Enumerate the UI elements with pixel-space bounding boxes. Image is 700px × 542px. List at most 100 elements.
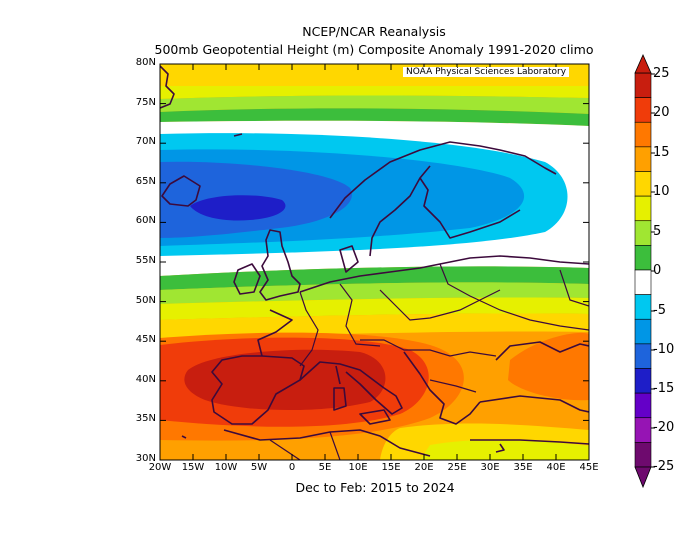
lon-tick-label: 20W [148,462,172,473]
anomaly-field [160,64,589,460]
colorbar-tick-label: -15 [653,381,675,396]
colorbar-tick-label: 20 [653,105,670,120]
map-title: NCEP/NCAR Reanalysis [302,24,446,39]
france-atlantic-coast [257,309,293,357]
field-band-yellow-south [160,297,589,320]
lon-tick-label: 5W [250,462,268,473]
lat-tick-label: 75N [135,96,156,108]
jan-mayen-outline [233,133,243,137]
balkans-border [429,379,477,393]
colorbar-segment [634,121,652,148]
norway-coast [329,141,557,219]
colorbar-tick-label: -10 [653,342,675,357]
lon-tick-label: 30E [480,462,500,473]
colorbar-max-arrow [634,54,652,74]
adriatic-greece-coast [403,351,481,425]
colorbar-tick-label: -25 [653,459,675,474]
greenland-coast [160,65,175,109]
colorbar-segment [634,343,652,369]
lat-tick-label: 35N [135,413,156,425]
lat-tick-label: 55N [135,255,156,266]
sardinia-outline [333,387,347,411]
axis-ticks [159,63,590,461]
colorbar-segment [634,368,652,394]
colorbar-segment [634,220,652,246]
iceland-outline [161,175,201,207]
field-band-dark-green [160,108,589,126]
lat-tick-label: 30N [135,453,156,464]
morocco-algeria-border [269,439,301,460]
colorbar-tick-label: 15 [653,145,670,160]
lat-tick-label: 70N [135,136,156,148]
lon-tick-label: 0 [288,462,296,473]
iberia-outline [211,355,305,425]
colorbar-tick-label: 0 [653,263,662,278]
colorbar-segment [634,318,652,345]
map-subtitle: 500mb Geopotential Height (m) Composite … [154,42,594,57]
colorbar-segment [634,171,652,197]
colorbar-segment [634,269,652,295]
north-africa-coast [223,429,431,457]
germany-poland-border [339,283,381,347]
finland-outline [419,177,521,239]
field-east-maximum [508,332,589,401]
colorbar-tick-label: -20 [653,420,675,435]
field-plus-20 [184,349,386,411]
cyprus-outline [495,443,505,453]
ireland-outline [233,263,261,295]
credit-label: NOAA Physical Sciences Laboratory [403,67,570,77]
lon-tick-label: 10W [214,462,238,473]
colorbar-segment [634,417,652,443]
lat-tick-label: 65N [135,175,156,187]
black-sea-outline [495,341,589,361]
colorbar-segment [634,72,652,98]
madeira-outline [181,435,187,439]
algeria-tunisia-border [329,431,341,460]
denmark-outline [339,245,359,273]
alps-carpathian-border [360,339,497,357]
colorbar-min-arrow [634,466,652,489]
date-range-label: Dec to Feb: 2015 to 2024 [295,480,455,495]
corsica-outline [335,365,341,385]
poland-east-border [379,289,501,321]
lat-tick-label: 40N [135,373,156,385]
lon-tick-label: 35E [513,462,533,473]
field-band-lime [160,86,589,99]
colorbar-segment [634,146,652,172]
italy-coast [299,361,403,415]
lon-tick-label: 20E [414,462,434,473]
lat-tick-label: 45N [135,334,156,346]
field-band-green-south [160,266,589,290]
turkey-north-coast [479,395,589,413]
colorbar-segment [634,294,652,320]
colorbar-segment [634,245,652,271]
sicily-outline [359,409,391,425]
field-band-gold [160,313,589,338]
lon-tick-label: 40E [546,462,566,473]
colorbar-segment [634,195,652,222]
lat-tick-label: 50N [135,294,156,306]
coastlines [160,65,589,457]
lon-tick-label: 15E [381,462,401,473]
lon-tick-label: 5E [318,462,332,473]
france-germany-border [299,291,319,367]
colorbar [634,54,655,489]
country-borders [269,263,589,460]
lon-tick-label: 10E [348,462,368,473]
russia-border [559,269,589,307]
colorbar-tick-label: 5 [653,224,662,239]
lon-tick-label: 25E [447,462,467,473]
lat-tick-label: 80N [135,57,156,68]
lat-tick-label: 60N [135,215,156,227]
lon-tick-label: 15W [181,462,205,473]
great-britain-outline [259,229,301,301]
lon-tick-label: 45E [579,462,599,473]
belarus-ukraine-border [439,263,589,331]
field-band-lime-south [160,282,589,304]
colorbar-segment [634,392,652,419]
field-minus-12 [190,195,286,221]
field-band-green [160,95,589,114]
colorbar-tick-label: 25 [653,66,670,81]
colorbar-tick-label: -5 [653,303,666,318]
